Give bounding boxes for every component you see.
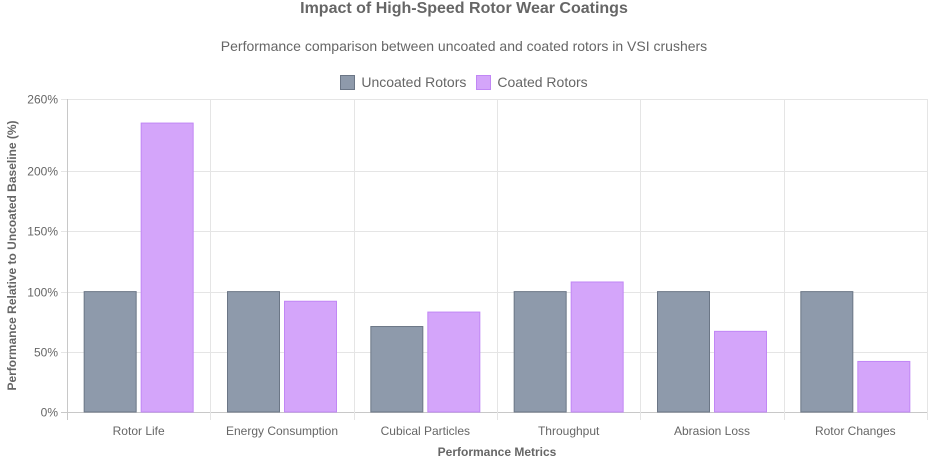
y-tick-label: 0%	[41, 406, 59, 420]
x-tick-label: Energy Consumption	[226, 424, 338, 438]
bar-coated	[284, 300, 337, 413]
bar-coated	[714, 330, 767, 413]
x-tick-label: Throughput	[538, 424, 600, 438]
y-tick-label: 50%	[34, 346, 58, 360]
y-tick-label: 150%	[27, 225, 58, 239]
bar-coated	[140, 122, 194, 413]
bar-uncoated	[800, 291, 854, 413]
chart-title: Impact of High-Speed Rotor Wear Coatings	[300, 0, 628, 17]
legend-item-uncoated[interactable]: Uncoated Rotors	[340, 74, 466, 90]
x-tick-label: Rotor Changes	[815, 424, 896, 438]
y-tick-label: 100%	[27, 286, 58, 300]
bar-uncoated	[227, 291, 280, 413]
legend-label-uncoated: Uncoated Rotors	[361, 74, 467, 90]
bar-uncoated	[370, 326, 424, 413]
y-axis-title: Performance Relative to Uncoated Baselin…	[5, 120, 19, 390]
bar-uncoated	[657, 291, 710, 413]
bar-coated	[427, 311, 481, 413]
x-tick-label: Cubical Particles	[381, 424, 470, 438]
legend-swatch-uncoated	[340, 74, 356, 90]
x-axis-title: Performance Metrics	[438, 445, 557, 459]
legend-swatch-coated	[476, 74, 492, 90]
x-tick-label: Rotor Life	[113, 424, 165, 438]
legend-label-coated: Coated Rotors	[497, 74, 588, 90]
x-tick-label: Abrasion Loss	[674, 424, 750, 438]
y-tick-label: 200%	[27, 165, 58, 179]
chart-subtitle: Performance comparison between uncoated …	[220, 38, 708, 54]
legend-item-coated[interactable]: Coated Rotors	[476, 74, 588, 90]
legend: Uncoated Rotors Coated Rotors	[0, 74, 928, 90]
bar-coated	[857, 360, 911, 413]
bar-uncoated	[513, 291, 567, 413]
y-tick-label: 260%	[27, 93, 58, 107]
bar-coated	[570, 281, 624, 413]
bar-uncoated	[83, 291, 137, 413]
